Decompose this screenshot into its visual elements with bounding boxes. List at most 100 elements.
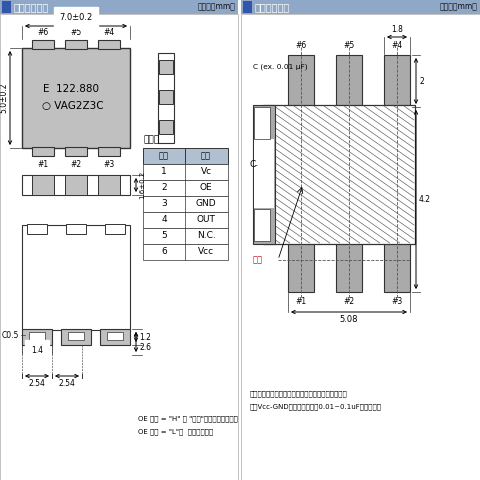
Text: 5: 5	[161, 231, 167, 240]
Text: #6: #6	[37, 28, 48, 37]
Text: 1.4: 1.4	[31, 346, 43, 355]
Text: 2.54: 2.54	[29, 379, 46, 388]
Text: （单位：mm）: （单位：mm）	[197, 2, 235, 12]
Text: C: C	[250, 160, 256, 169]
Bar	[0, 0, 238, 14]
Bar	[159, 60, 173, 74]
Bar	[336, 55, 362, 107]
Bar	[65, 147, 87, 156]
Bar	[32, 40, 54, 49]
Bar	[288, 55, 314, 107]
Text: #5: #5	[71, 28, 82, 37]
Bar	[22, 48, 130, 148]
Text: （在Vcc-GND之间）添加一个0.01~0.1uF的去耦电容: （在Vcc-GND之间）添加一个0.01~0.1uF的去耦电容	[250, 403, 382, 409]
Bar	[65, 175, 87, 195]
Text: Vcc: Vcc	[198, 248, 214, 256]
Bar	[22, 329, 52, 345]
Text: OE 引脚 = "L"：  输出为高阻抗: OE 引脚 = "L"： 输出为高阻抗	[138, 428, 213, 434]
Bar	[143, 212, 228, 228]
Bar	[288, 240, 314, 292]
Bar	[0, 14, 238, 480]
Bar	[336, 240, 362, 292]
Bar	[384, 240, 410, 292]
Text: 2.54: 2.54	[59, 379, 75, 388]
Bar	[158, 53, 174, 143]
Bar	[32, 175, 54, 195]
Bar	[143, 164, 228, 180]
Text: #1: #1	[295, 297, 307, 306]
Text: #1: #1	[37, 160, 48, 169]
Bar	[241, 0, 480, 14]
Text: 引脚图: 引脚图	[143, 135, 159, 144]
Bar	[254, 107, 270, 139]
Text: #3: #3	[391, 297, 403, 306]
Text: C0.5: C0.5	[1, 331, 19, 339]
Bar	[143, 244, 228, 260]
Bar	[159, 90, 173, 104]
Bar	[159, 120, 173, 134]
Bar	[61, 329, 91, 345]
Bar	[254, 209, 270, 241]
Text: OE: OE	[200, 183, 212, 192]
Bar	[105, 224, 125, 234]
Text: 外部尺寸规格: 外部尺寸规格	[14, 2, 49, 12]
Bar	[143, 180, 228, 196]
Text: 1.8: 1.8	[391, 25, 403, 34]
Bar	[254, 139, 274, 208]
Text: #4: #4	[103, 28, 115, 37]
Text: 2: 2	[419, 76, 424, 85]
Text: Vc: Vc	[201, 168, 212, 177]
Text: 2.6: 2.6	[139, 343, 151, 351]
Text: 4.2: 4.2	[419, 195, 431, 204]
Bar	[27, 224, 47, 234]
Bar	[107, 332, 123, 340]
Bar	[2, 1, 11, 13]
Bar	[29, 332, 45, 340]
Text: 1.6±0.2: 1.6±0.2	[139, 171, 145, 199]
Bar	[143, 148, 228, 164]
Bar	[22, 225, 130, 330]
Bar	[65, 40, 87, 49]
Bar	[384, 55, 410, 107]
Bar	[241, 14, 480, 480]
Bar	[98, 40, 120, 49]
Text: #6: #6	[295, 41, 307, 50]
Text: 1.2: 1.2	[139, 333, 151, 341]
Bar	[253, 105, 275, 244]
Bar	[22, 175, 130, 195]
Bar	[243, 1, 252, 13]
Text: 7.0±0.2: 7.0±0.2	[60, 13, 93, 22]
Bar	[66, 224, 86, 234]
Text: N.C.: N.C.	[197, 231, 216, 240]
Text: 电阻: 电阻	[253, 255, 263, 264]
Text: 6: 6	[161, 248, 167, 256]
Bar	[263, 105, 415, 244]
Bar	[98, 147, 120, 156]
Text: 为了维持稳定运行，在接近晶体产品的电源输入端处: 为了维持稳定运行，在接近晶体产品的电源输入端处	[250, 390, 348, 396]
Text: E  122.880: E 122.880	[43, 84, 99, 94]
Text: OUT: OUT	[197, 216, 216, 225]
Text: 5.08: 5.08	[340, 315, 358, 324]
Text: #4: #4	[391, 41, 403, 50]
Text: 3: 3	[161, 200, 167, 208]
Text: ○ VAG2Z3C: ○ VAG2Z3C	[42, 101, 104, 111]
Text: GND: GND	[196, 200, 216, 208]
Text: C (ex. 0.01 μF): C (ex. 0.01 μF)	[253, 64, 308, 70]
Text: #3: #3	[103, 160, 115, 169]
Text: 5.0±0.2: 5.0±0.2	[0, 83, 8, 113]
Bar	[143, 196, 228, 212]
Text: #5: #5	[343, 41, 355, 50]
Bar	[100, 329, 130, 345]
Text: 推荐焊盘尺寸: 推荐焊盘尺寸	[255, 2, 290, 12]
Text: #2: #2	[71, 160, 82, 169]
Text: 4: 4	[161, 216, 167, 225]
Text: 1: 1	[161, 168, 167, 177]
Text: 2: 2	[161, 183, 167, 192]
Text: 连接: 连接	[201, 152, 211, 160]
Bar	[98, 175, 120, 195]
Text: （单位：mm）: （单位：mm）	[440, 2, 478, 12]
Bar	[143, 228, 228, 244]
Text: OE 引脚 = "H" 或 "打开"：指定的频率输出: OE 引脚 = "H" 或 "打开"：指定的频率输出	[138, 415, 238, 421]
Bar	[32, 147, 54, 156]
Bar	[68, 332, 84, 340]
